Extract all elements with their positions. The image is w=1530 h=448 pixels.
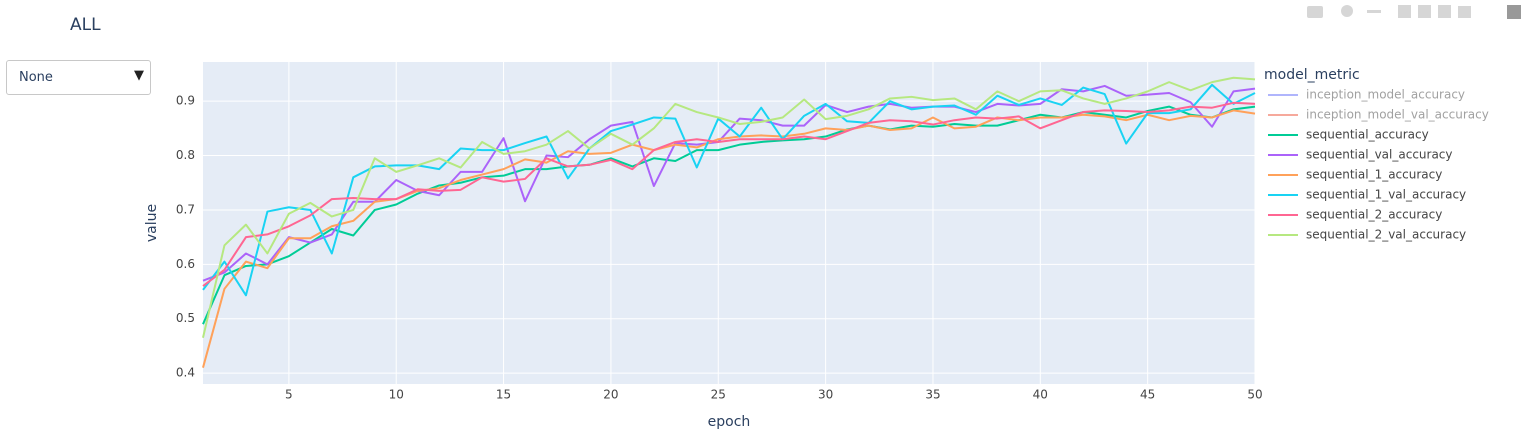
- dropdown-arrow: ▼: [134, 68, 144, 83]
- series-line: [202, 76, 1256, 338]
- series-line: [202, 101, 1256, 287]
- legend-item[interactable]: sequential_2_accuracy: [1268, 208, 1442, 222]
- legend-label: sequential_1_val_accuracy: [1306, 188, 1466, 202]
- zoom-icon[interactable]: [1341, 5, 1353, 17]
- x-tick-label: 15: [496, 388, 511, 402]
- legend-item[interactable]: sequential_2_val_accuracy: [1268, 228, 1466, 242]
- camera-icon[interactable]: [1307, 6, 1323, 18]
- y-tick-label: 0.6: [176, 257, 195, 271]
- legend-label: sequential_2_accuracy: [1306, 208, 1442, 222]
- y-axis-title: value: [144, 204, 160, 242]
- x-tick-label: 20: [603, 388, 618, 402]
- modebar[interactable]: [1307, 5, 1521, 19]
- legend-label: inception_model_val_accuracy: [1306, 108, 1489, 122]
- plotly-logo[interactable]: [1507, 5, 1521, 19]
- chart-title: ALL: [70, 15, 101, 35]
- legend-label: sequential_1_accuracy: [1306, 168, 1442, 182]
- reset-icon[interactable]: [1458, 6, 1471, 18]
- legend-item[interactable]: sequential_1_val_accuracy: [1268, 188, 1466, 202]
- y-tick-label: 0.4: [176, 366, 195, 380]
- y-tick-label: 0.9: [176, 94, 195, 108]
- x-tick-label: 5: [285, 388, 293, 402]
- zoom-out-icon[interactable]: [1418, 5, 1431, 18]
- legend-item[interactable]: sequential_1_accuracy: [1268, 168, 1442, 182]
- dropdown-label: None: [19, 70, 53, 85]
- legend-item[interactable]: sequential_val_accuracy: [1268, 148, 1453, 162]
- zoom-in-icon[interactable]: [1398, 5, 1411, 18]
- legend-item[interactable]: sequential_accuracy: [1268, 128, 1429, 142]
- legend-label: inception_model_accuracy: [1306, 88, 1465, 102]
- legend-label: sequential_2_val_accuracy: [1306, 228, 1466, 242]
- legend-label: sequential_accuracy: [1306, 128, 1429, 142]
- x-tick-label: 45: [1140, 388, 1155, 402]
- dropdown[interactable]: None ▼: [6, 60, 151, 95]
- legend-title: model_metric: [1264, 67, 1360, 83]
- pan-icon[interactable]: [1367, 10, 1381, 13]
- x-tick-label: 30: [818, 388, 833, 402]
- y-tick-label: 0.7: [176, 202, 195, 216]
- y-tick-label: 0.8: [176, 148, 195, 162]
- x-tick-label: 25: [711, 388, 726, 402]
- series-line: [202, 83, 1256, 297]
- series-line: [202, 109, 1256, 368]
- y-tick-label: 0.5: [176, 311, 195, 325]
- legend-label: sequential_val_accuracy: [1306, 148, 1453, 162]
- autoscale-icon[interactable]: [1438, 5, 1451, 18]
- legend-item[interactable]: inception_model_accuracy: [1268, 88, 1465, 102]
- x-tick-label: 35: [925, 388, 940, 402]
- legend-item[interactable]: inception_model_val_accuracy: [1268, 108, 1489, 122]
- x-axis-title: epoch: [708, 414, 751, 430]
- x-tick-label: 10: [389, 388, 404, 402]
- x-tick-label: 40: [1033, 388, 1048, 402]
- x-tick-label: 50: [1247, 388, 1262, 402]
